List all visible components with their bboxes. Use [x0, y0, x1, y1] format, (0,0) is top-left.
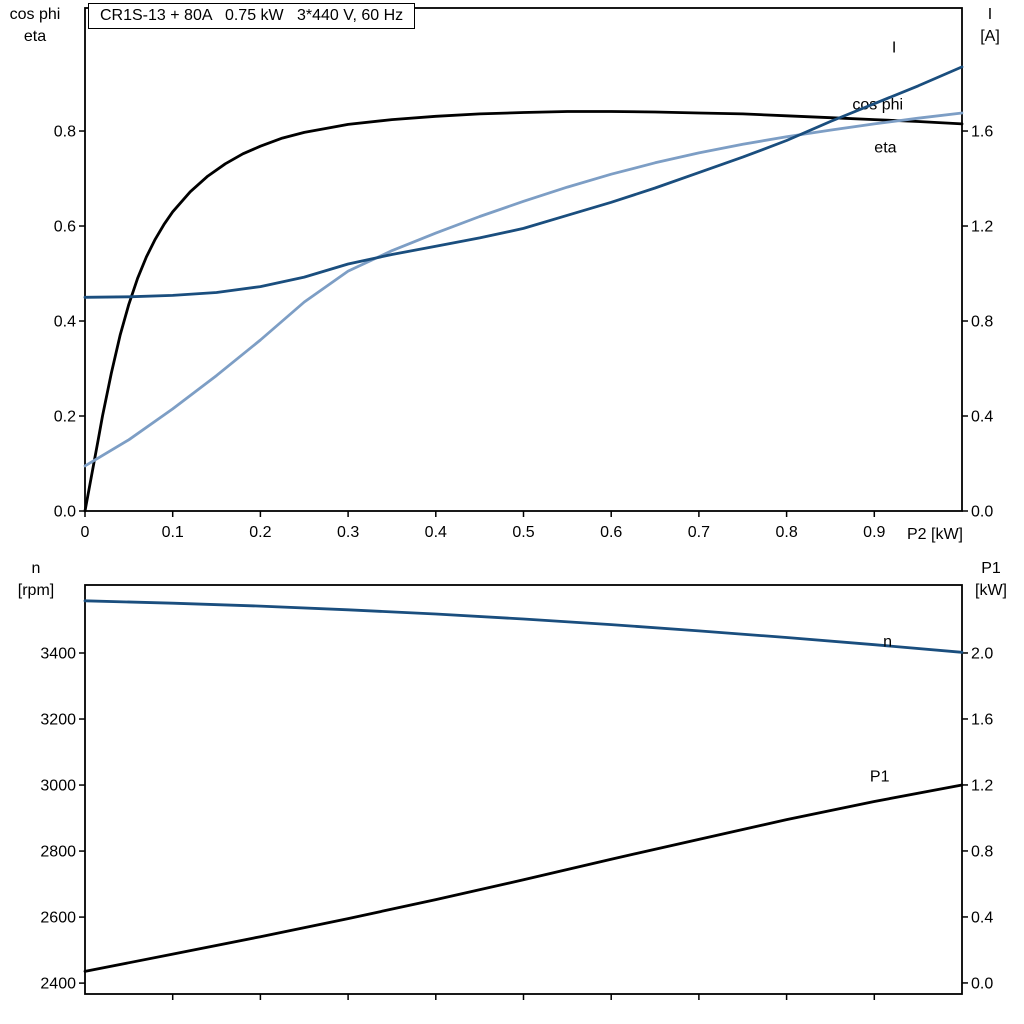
- left-tick-label: 3200: [40, 712, 76, 729]
- right-tick-label: 1.6: [971, 711, 993, 728]
- plot-frame: [84, 584, 963, 995]
- series-current: [83, 65, 964, 299]
- series-label-input-power: P1: [870, 769, 890, 786]
- x-tick-label: 0.3: [337, 524, 359, 541]
- left-tick-label: 0.8: [54, 124, 76, 141]
- power-axis-title-line2: [kW]: [975, 582, 1007, 599]
- left-tick-label: 3000: [40, 778, 76, 795]
- x-axis-title: P2 [kW]: [906, 526, 963, 543]
- right-tick-label: 2.0: [971, 645, 993, 662]
- upper-right-axis-title: I [A]: [962, 4, 1018, 48]
- lower-left-axis-title: n [rpm]: [0, 558, 72, 602]
- x-tick-label: 0.4: [425, 524, 447, 541]
- series-input-power: [83, 783, 964, 973]
- speed-axis-title-line1: n: [31, 560, 41, 577]
- x-tick-label: 0.8: [775, 524, 797, 541]
- power-axis-title-line1: P1: [981, 560, 1001, 577]
- left-tick-label: 2800: [40, 844, 76, 861]
- left-tick-label: 0.4: [54, 314, 76, 331]
- x-tick-label: 0.1: [162, 524, 184, 541]
- chart-title-box: CR1S-13 + 80A 0.75 kW 3*440 V, 60 Hz: [88, 3, 416, 29]
- speed-axis-title-line2: [rpm]: [17, 582, 55, 599]
- left-axis-title-line2: eta: [23, 28, 47, 45]
- x-tick-label: 0.9: [863, 524, 885, 541]
- series-cos-phi: [83, 111, 964, 468]
- left-tick-label: 2400: [40, 976, 76, 993]
- series-speed: [83, 599, 964, 654]
- series-label-eta: eta: [874, 139, 896, 156]
- right-tick-label: 0.8: [971, 843, 993, 860]
- upper-left-axis-title: cos phi eta: [2, 4, 68, 48]
- right-tick-label: 0.0: [971, 975, 993, 992]
- right-tick-label: 0.0: [971, 504, 993, 521]
- x-tick-label: 0.5: [512, 524, 534, 541]
- left-tick-label: 2600: [40, 910, 76, 927]
- right-tick-label: 1.2: [971, 777, 993, 794]
- right-tick-label: 0.8: [971, 314, 993, 331]
- right-tick-label: 1.6: [971, 124, 993, 141]
- right-axis-title-line2: [A]: [980, 28, 1000, 45]
- right-axis-title-line1: I: [987, 6, 993, 23]
- x-tick-label: 0.6: [600, 524, 622, 541]
- left-axis-title-line1: cos phi: [9, 6, 61, 23]
- x-tick-label: 0.7: [688, 524, 710, 541]
- left-tick-label: 3400: [40, 646, 76, 663]
- series-eta: [83, 110, 964, 513]
- series-label-cos-phi: cos phi: [852, 97, 903, 114]
- left-tick-label: 0.2: [54, 409, 76, 426]
- left-tick-label: 0.6: [54, 219, 76, 236]
- x-tick-label: 0: [81, 524, 90, 541]
- right-tick-label: 1.2: [971, 219, 993, 236]
- left-tick-label: 0.0: [54, 504, 76, 521]
- series-label-speed: n: [883, 633, 892, 650]
- right-tick-label: 0.4: [971, 409, 993, 426]
- series-label-current: I: [892, 40, 896, 57]
- right-tick-label: 0.4: [971, 909, 993, 926]
- x-tick-label: 0.2: [249, 524, 271, 541]
- lower-right-axis-title: P1 [kW]: [962, 558, 1020, 602]
